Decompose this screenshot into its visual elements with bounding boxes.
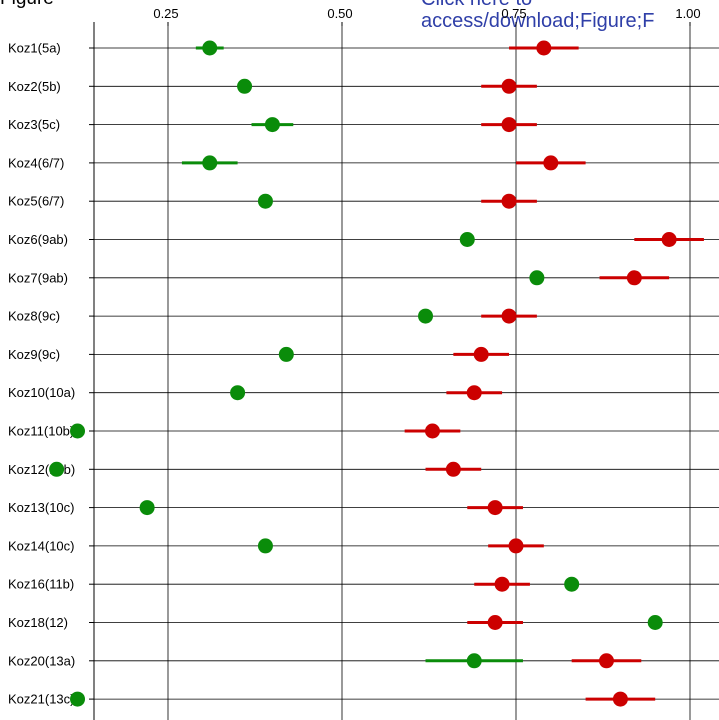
category-label: Koz13(10c)	[8, 500, 74, 515]
green-series-point	[257, 538, 273, 554]
category-label: Koz10(10a)	[8, 385, 75, 400]
green-series-point	[70, 691, 86, 707]
green-series-point	[202, 40, 218, 56]
x-tick-label: 0.75	[501, 6, 526, 21]
green-series-point	[466, 653, 482, 669]
green-series-point	[237, 78, 253, 94]
green-series-point	[202, 155, 218, 171]
category-label: Koz12(10b)	[8, 462, 75, 477]
download-link-line1[interactable]: Click here to	[421, 0, 654, 10]
figure-title-fragment: Figure	[0, 0, 54, 10]
category-label: Koz18(12)	[8, 615, 68, 630]
category-label: Koz20(13a)	[8, 653, 75, 668]
red-series-point	[501, 78, 517, 94]
download-link-line2[interactable]: access/download;Figure;F	[421, 10, 655, 32]
category-label: Koz21(13c)	[8, 692, 74, 707]
category-label: Koz11(10b)	[8, 424, 74, 439]
green-series-point	[257, 193, 273, 209]
red-series-point	[487, 615, 503, 630]
red-series-point	[445, 461, 461, 477]
category-label: Koz1(5a)	[8, 41, 61, 56]
green-series-point	[459, 232, 475, 247]
red-series-point	[466, 385, 482, 401]
category-label: Koz16(11b)	[8, 577, 74, 592]
category-label: Koz4(6/7)	[8, 155, 64, 170]
x-tick-label: 1.00	[675, 6, 700, 21]
red-series-point	[612, 691, 628, 707]
green-series-point	[230, 385, 246, 401]
category-label: Koz7(9ab)	[8, 270, 68, 285]
category-label: Koz5(6/7)	[8, 194, 64, 209]
red-series-point	[536, 40, 552, 56]
category-label: Koz6(9ab)	[8, 232, 68, 247]
x-tick-label: 0.25	[153, 6, 178, 21]
green-series-point	[70, 423, 86, 439]
green-series-point	[49, 461, 65, 477]
green-series-point	[564, 576, 580, 592]
green-series-point	[647, 615, 663, 630]
red-series-point	[487, 500, 503, 516]
red-series-point	[501, 308, 517, 324]
green-series-point	[529, 270, 545, 286]
red-series-point	[661, 232, 677, 247]
red-series-point	[598, 653, 614, 669]
green-series-point	[418, 308, 434, 324]
category-label: Koz9(9c)	[8, 347, 60, 362]
red-series-point	[543, 155, 559, 171]
red-series-point	[501, 117, 517, 133]
green-series-point	[278, 346, 294, 362]
category-label: Koz8(9c)	[8, 309, 60, 324]
red-series-point	[508, 538, 524, 554]
red-series-point	[494, 576, 510, 592]
category-label: Koz3(5c)	[8, 117, 60, 132]
red-series-point	[424, 423, 440, 439]
red-series-point	[473, 346, 489, 362]
download-link[interactable]: Click here to access/download;Figure;F	[421, 0, 654, 32]
x-tick-label: 0.50	[327, 6, 352, 21]
category-label: Koz14(10c)	[8, 538, 74, 553]
red-series-point	[626, 270, 642, 286]
red-series-point	[501, 193, 517, 209]
category-label: Koz2(5b)	[8, 79, 61, 94]
green-series-point	[139, 500, 155, 516]
green-series-point	[264, 117, 280, 133]
